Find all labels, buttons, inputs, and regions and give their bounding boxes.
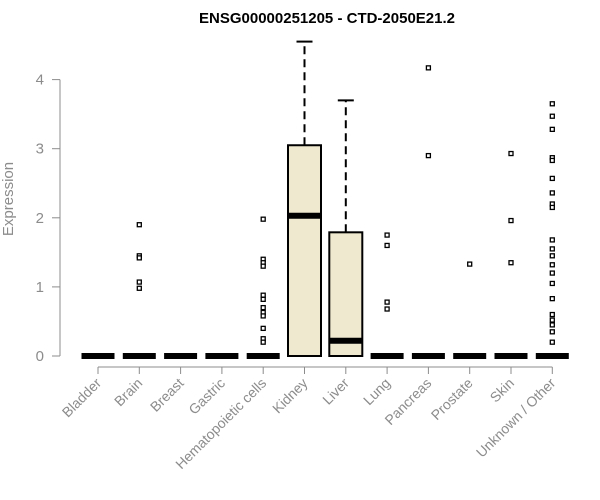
outlier-point [260, 325, 266, 332]
outlier-point [260, 304, 266, 311]
box-rect [287, 144, 322, 357]
y-tick-label: 3 [36, 141, 44, 158]
outlier-point [260, 216, 266, 222]
box-rect [328, 231, 364, 358]
outlier-point [549, 113, 555, 119]
x-tick-label: Bladder [59, 375, 105, 421]
x-tick-label: Lung [360, 375, 393, 408]
outlier-point [508, 217, 514, 224]
outlier-point [508, 260, 514, 266]
outlier-point [549, 253, 555, 259]
outlier-point [549, 339, 555, 345]
outlier-point [549, 262, 555, 268]
outlier-point [508, 150, 514, 157]
x-tick-label: Skin [487, 375, 518, 406]
outlier-point [549, 237, 555, 243]
x-tick-label: Brain [111, 375, 145, 409]
box-group [453, 261, 487, 359]
outlier-point [549, 329, 555, 335]
box-group [328, 99, 364, 358]
box-group [122, 222, 156, 359]
outlier-point [136, 279, 142, 285]
box-group [370, 232, 404, 359]
outlier-point [549, 157, 555, 164]
y-tick-label: 4 [36, 72, 44, 89]
box-group [287, 40, 322, 357]
outlier-point [549, 175, 555, 182]
outlier-point [384, 242, 390, 249]
outlier-point [136, 255, 142, 261]
outlier-point [549, 204, 555, 211]
outlier-point [384, 299, 390, 305]
x-tick-label: Prostate [428, 375, 476, 423]
outlier-point [549, 246, 555, 252]
outlier-point [136, 222, 142, 228]
box-group [535, 101, 569, 359]
x-tick-label: Liver [319, 375, 352, 408]
y-tick-label: 2 [36, 210, 44, 227]
outlier-point [260, 296, 266, 302]
outlier-point [384, 232, 390, 238]
outlier-point [549, 317, 555, 323]
boxes-layer [81, 40, 569, 359]
y-axis-label: Expression [0, 162, 17, 236]
outlier-point [549, 295, 555, 302]
outlier-point [467, 261, 473, 267]
y-tick-label: 1 [36, 279, 44, 296]
outlier-point [260, 263, 266, 269]
outlier-point [549, 322, 555, 328]
outlier-point [549, 280, 555, 287]
outlier-point [260, 339, 266, 345]
box-group [246, 216, 280, 359]
y-tick-label: 0 [36, 348, 44, 365]
y-axis: 0 1 2 3 4 [36, 72, 61, 365]
x-tick-label: Kidney [269, 375, 311, 417]
box-group [411, 65, 445, 359]
outlier-point [260, 313, 266, 319]
outlier-point [549, 270, 555, 276]
outlier-point [384, 306, 390, 312]
outlier-point [549, 126, 555, 133]
chart-title: ENSG00000251205 - CTD-2050E21.2 [199, 10, 455, 27]
outlier-point [260, 292, 266, 298]
outlier-point [425, 65, 432, 71]
outlier-point [136, 285, 142, 291]
outlier-point [549, 311, 555, 318]
outlier-point [425, 152, 432, 159]
outlier-point [549, 101, 555, 107]
outlier-point [549, 190, 555, 196]
box-group [494, 150, 528, 359]
x-tick-label: Breast [147, 375, 187, 415]
